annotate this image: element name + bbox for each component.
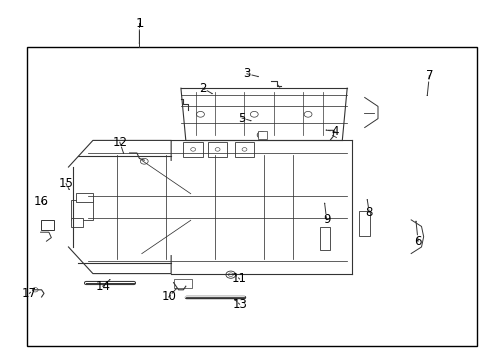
Text: 1: 1 [135,17,143,30]
Text: 3: 3 [243,67,250,80]
Circle shape [215,148,220,151]
FancyBboxPatch shape [71,218,83,227]
FancyBboxPatch shape [173,279,192,288]
Text: 13: 13 [232,298,246,311]
Text: 12: 12 [112,136,127,149]
Text: 11: 11 [232,273,246,285]
FancyBboxPatch shape [183,142,203,157]
Text: 15: 15 [59,177,73,190]
FancyBboxPatch shape [71,200,93,220]
Text: 2: 2 [199,82,206,95]
FancyBboxPatch shape [207,142,227,157]
FancyBboxPatch shape [359,211,369,236]
Text: 17: 17 [22,287,37,300]
FancyBboxPatch shape [319,227,329,250]
Text: 6: 6 [413,235,421,248]
Text: 5: 5 [238,112,245,125]
FancyBboxPatch shape [76,193,93,202]
Text: 9: 9 [322,213,330,226]
Circle shape [257,132,265,138]
Text: 7: 7 [425,69,432,82]
Bar [27,47,476,346]
Circle shape [228,273,233,276]
Circle shape [32,288,38,292]
Text: 8: 8 [365,206,372,219]
Text: 14: 14 [95,280,110,293]
Circle shape [225,271,235,278]
Text: 4: 4 [330,125,338,138]
Circle shape [250,112,258,117]
Bar [258,131,266,139]
FancyBboxPatch shape [234,142,254,157]
Circle shape [242,148,246,151]
Circle shape [190,148,195,151]
Text: 10: 10 [161,291,176,303]
Text: 16: 16 [34,195,49,208]
Circle shape [196,112,204,117]
Circle shape [304,112,311,117]
Circle shape [140,158,148,164]
FancyBboxPatch shape [41,220,54,230]
